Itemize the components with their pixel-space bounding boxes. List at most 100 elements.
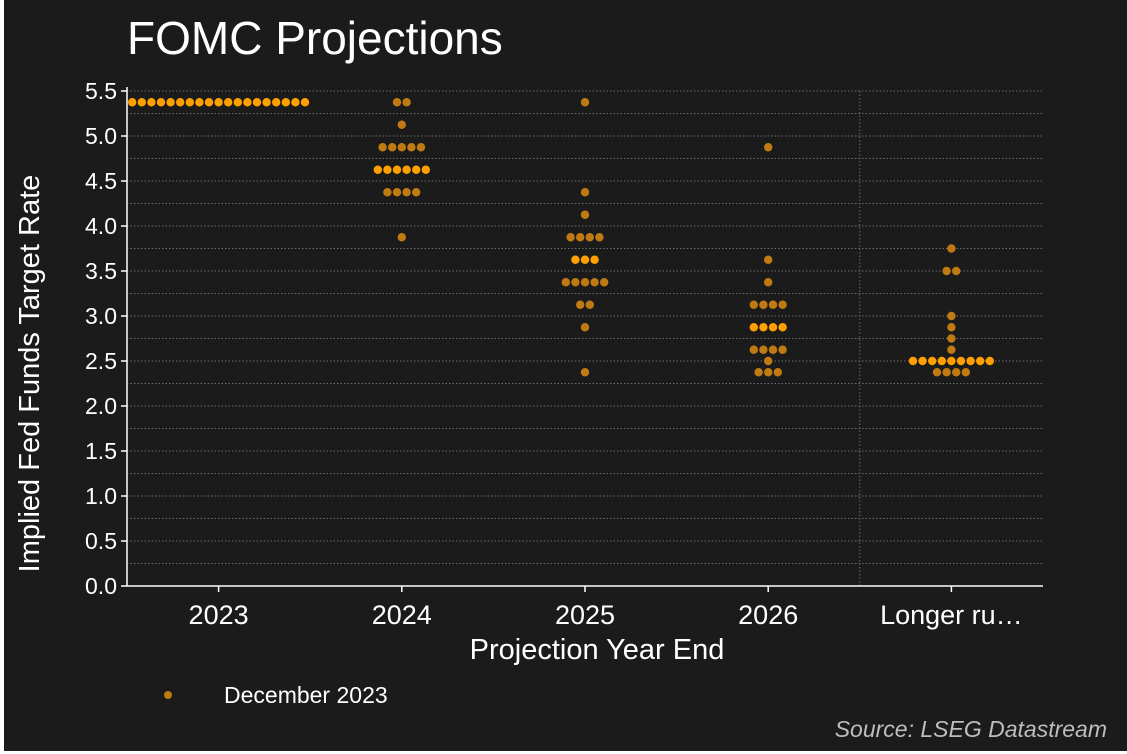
- projection-dot: [749, 300, 758, 309]
- projection-dot: [764, 143, 773, 152]
- projection-dot: [402, 188, 411, 197]
- projection-dot: [397, 143, 406, 152]
- projection-dot: [397, 120, 406, 129]
- median-dot: [928, 356, 937, 366]
- median-dot: [214, 98, 223, 107]
- projection-dot: [580, 98, 590, 107]
- x-axis-label: Projection Year End: [470, 634, 725, 666]
- projection-dot: [961, 368, 970, 377]
- y-tick-label: 4.0: [85, 213, 117, 239]
- y-axis-label: Implied Fed Funds Target Rate: [14, 175, 46, 573]
- median-dot: [252, 98, 262, 107]
- projection-dot: [392, 98, 402, 107]
- projection-dot: [378, 143, 387, 152]
- x-tick-label: Longer ru…: [880, 600, 1023, 630]
- projection-dot: [580, 278, 590, 287]
- median-dot: [947, 356, 956, 366]
- y-tick-label: 1.0: [85, 483, 117, 509]
- y-tick-label: 0.0: [85, 573, 117, 599]
- projection-dot: [580, 368, 590, 377]
- projection-dot: [947, 311, 956, 321]
- median-dot: [580, 255, 590, 264]
- median-dot: [749, 323, 758, 332]
- projection-dot: [585, 300, 594, 309]
- projection-dot: [932, 368, 942, 377]
- projection-dot: [768, 300, 778, 309]
- median-dot: [147, 98, 156, 107]
- median-dot: [768, 323, 778, 332]
- projection-dot: [412, 188, 421, 197]
- median-dot: [272, 98, 281, 107]
- projection-dot: [778, 345, 787, 354]
- median-dot: [590, 255, 599, 264]
- y-tick-label: 5.0: [85, 123, 117, 149]
- projection-dot: [764, 368, 773, 377]
- projection-dot: [392, 188, 402, 197]
- projection-dot: [590, 278, 599, 287]
- median-dot: [778, 323, 787, 332]
- median-dot: [421, 165, 430, 174]
- y-tick-label: 3.5: [85, 258, 117, 284]
- y-tick-label: 3.0: [85, 303, 117, 329]
- projection-dot: [407, 143, 416, 152]
- projection-dot: [764, 278, 773, 287]
- median-dot: [262, 98, 271, 107]
- projection-dot: [952, 368, 961, 377]
- projection-dot: [952, 266, 961, 276]
- median-dot: [383, 165, 392, 174]
- x-tick-label: 2024: [372, 600, 432, 630]
- median-dot: [204, 98, 214, 107]
- median-dot: [956, 356, 966, 366]
- projection-dot: [576, 233, 585, 242]
- legend: December 2023: [164, 680, 388, 710]
- projection-dot: [580, 323, 590, 332]
- projection-dot: [580, 188, 590, 197]
- median-dot: [291, 98, 300, 107]
- projection-dot: [773, 368, 782, 377]
- median-dot: [402, 165, 411, 174]
- y-tick-label: 2.0: [85, 393, 117, 419]
- y-tick-label: 1.5: [85, 438, 117, 464]
- projection-dot: [402, 98, 411, 107]
- x-tick-label: 2023: [189, 600, 249, 630]
- median-dot: [300, 98, 310, 107]
- projection-dot: [576, 300, 585, 309]
- projection-dot: [595, 233, 604, 242]
- median-dot: [966, 356, 975, 366]
- projection-dot: [571, 278, 580, 287]
- projection-dot: [947, 244, 956, 253]
- projection-dot: [764, 255, 773, 264]
- projection-dot: [566, 233, 575, 242]
- projection-dot: [416, 143, 426, 152]
- projection-dot: [947, 334, 956, 343]
- median-dot: [985, 356, 994, 366]
- projection-dot: [580, 210, 590, 219]
- median-dot: [571, 255, 580, 264]
- median-dot: [412, 165, 421, 174]
- median-dot: [128, 98, 137, 107]
- projection-dot: [764, 356, 773, 366]
- projection-dot: [749, 345, 758, 354]
- projection-dot: [397, 233, 406, 242]
- chart-title: FOMC Projections: [127, 12, 503, 64]
- median-dot: [373, 165, 382, 174]
- median-dot: [243, 98, 252, 107]
- x-tick-label: 2026: [738, 600, 798, 630]
- median-dot: [156, 98, 166, 107]
- median-dot: [759, 323, 768, 332]
- projection-dot: [759, 345, 768, 354]
- median-dot: [233, 98, 242, 107]
- median-dot: [937, 356, 946, 366]
- projection-dot: [388, 143, 397, 152]
- projection-dot: [754, 368, 763, 377]
- median-dot: [976, 356, 985, 366]
- projection-dot: [947, 323, 956, 332]
- median-dot: [224, 98, 233, 107]
- y-tick-label: 4.5: [85, 168, 117, 194]
- y-tick-label: 2.5: [85, 348, 117, 374]
- projection-dot: [942, 368, 951, 377]
- y-tick-label: 0.5: [85, 528, 117, 554]
- legend-label: December 2023: [224, 681, 388, 708]
